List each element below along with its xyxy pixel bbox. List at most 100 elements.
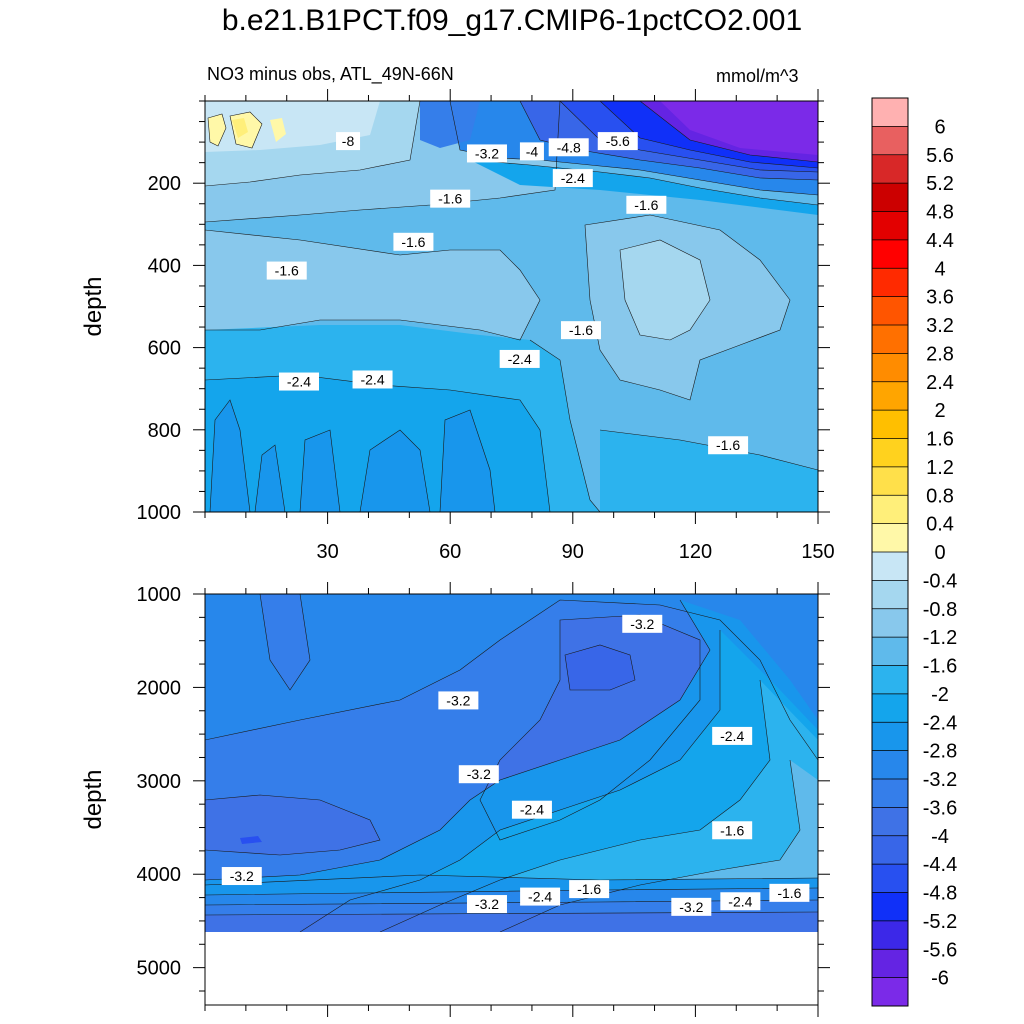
colorbar-label: 2 xyxy=(934,400,945,422)
colorbar-swatch xyxy=(872,239,908,269)
bottom-panel-frame xyxy=(204,593,819,1006)
colorbar: 6 5.6 5.2 4.8 4.4 4 3.6 3.2 2.8 2.4 2 1.6 1.2 0.8 0.4 0… xyxy=(871,97,957,1007)
colorbar-label: 0 xyxy=(934,542,945,564)
chart-title: b.e21.B1PCT.f09_g17.CMIP6-1pctCO2.001 xyxy=(221,4,803,37)
svg-text:-2.4: -2.4 xyxy=(520,802,544,818)
contour-label: -2.4 xyxy=(712,726,753,745)
svg-text:-1.6: -1.6 xyxy=(716,437,740,453)
colorbar-swatch xyxy=(872,750,908,780)
contour-label: -2.4 xyxy=(278,372,319,391)
colorbar-swatch xyxy=(872,154,908,184)
svg-text:-2.4: -2.4 xyxy=(720,728,744,744)
svg-text:-4.8: -4.8 xyxy=(557,139,581,155)
units-label: mmol/m^3 xyxy=(716,66,799,86)
svg-text:-3.2: -3.2 xyxy=(679,899,703,915)
contour-label: -5.6 xyxy=(597,132,638,151)
colorbar-swatch xyxy=(872,438,908,468)
y-axis-label: depth xyxy=(80,769,107,829)
colorbar-label: 1.6 xyxy=(926,429,954,451)
colorbar-swatch xyxy=(872,410,908,439)
contour-labels: -8 -3.2 -4 -4.8 -5.6 -2.4 -1.6 -1.6 -1.6 -1.6 -1.6… xyxy=(221,132,810,916)
svg-text:-3.2: -3.2 xyxy=(467,766,491,782)
colorbar-swatch xyxy=(872,665,908,695)
chart-subtitle: NO3 minus obs, ATL_49N-66N xyxy=(207,64,454,84)
y-tick-label: 200 xyxy=(148,173,181,195)
colorbar-swatch xyxy=(872,864,908,893)
colorbar-label: -2.4 xyxy=(923,712,957,734)
colorbar-swatch xyxy=(872,268,908,298)
colorbar-label: -2 xyxy=(931,684,949,706)
svg-text:-3.2: -3.2 xyxy=(446,692,470,708)
contour-label: -1.6 xyxy=(569,880,610,899)
x-tick-label: 90 xyxy=(562,541,584,563)
colorbar-label: -1.6 xyxy=(923,656,957,678)
colorbar-swatch xyxy=(872,381,908,411)
colorbar-swatch xyxy=(872,977,908,1007)
colorbar-label: -2.8 xyxy=(923,741,957,763)
contour-label: -1.6 xyxy=(430,189,471,208)
contour-label: -3.2 xyxy=(622,614,663,633)
colorbar-label: -1.2 xyxy=(923,627,957,649)
svg-text:-1.6: -1.6 xyxy=(720,822,744,838)
svg-text:-1.6: -1.6 xyxy=(438,191,462,207)
y-tick-label: 1000 xyxy=(137,502,182,524)
colorbar-label: 4 xyxy=(934,258,945,280)
y-tick-label: 2000 xyxy=(137,677,182,699)
y-tick-label: 600 xyxy=(148,338,181,360)
contour-label: -8 xyxy=(336,132,361,151)
colorbar-swatch xyxy=(872,126,908,156)
contour-label: -2.4 xyxy=(520,887,561,906)
colorbar-label: -6 xyxy=(931,968,949,990)
colorbar-swatch xyxy=(872,211,908,241)
colorbar-swatch xyxy=(872,98,908,127)
svg-text:-1.6: -1.6 xyxy=(401,234,425,250)
colorbar-swatch xyxy=(872,949,908,979)
svg-text:-1.6: -1.6 xyxy=(569,322,593,338)
colorbar-label: 0.4 xyxy=(926,514,954,536)
svg-text:-3.2: -3.2 xyxy=(230,868,254,884)
x-tick-label: 120 xyxy=(679,541,712,563)
contour-label: -2.4 xyxy=(552,169,593,188)
contour-label: -1.6 xyxy=(712,821,753,840)
colorbar-swatch xyxy=(872,892,908,922)
contour-label: -3.2 xyxy=(671,897,712,916)
svg-text:-3.2: -3.2 xyxy=(475,896,499,912)
colorbar-label: -4.4 xyxy=(923,854,957,876)
colorbar-label: -3.6 xyxy=(923,797,957,819)
svg-text:-1.6: -1.6 xyxy=(634,197,658,213)
colorbar-label: -0.4 xyxy=(923,570,957,592)
colorbar-label: 1.2 xyxy=(926,457,954,479)
svg-text:-8: -8 xyxy=(342,133,355,149)
colorbar-label: 2.4 xyxy=(926,372,954,394)
y-tick-label: 400 xyxy=(148,255,181,277)
colorbar-swatch xyxy=(872,325,908,354)
y-tick-label: 5000 xyxy=(137,958,182,980)
contour-label: -3.2 xyxy=(438,691,479,710)
contour-label: -4 xyxy=(519,142,544,161)
contour-label: -3.2 xyxy=(458,765,499,784)
colorbar-label: 5.2 xyxy=(926,173,954,195)
svg-text:-3.2: -3.2 xyxy=(630,616,654,632)
colorbar-label: 0.8 xyxy=(926,485,954,507)
svg-text:-5.6: -5.6 xyxy=(606,133,630,149)
colorbar-swatch xyxy=(872,353,908,383)
colorbar-swatch xyxy=(872,580,908,610)
contour-label: -2.4 xyxy=(511,800,552,819)
colorbar-swatch xyxy=(872,495,908,525)
contour-label: -1.6 xyxy=(560,321,601,340)
colorbar-label: -5.6 xyxy=(923,939,957,961)
colorbar-label: 6 xyxy=(934,116,945,138)
top-panel-field xyxy=(205,101,818,512)
colorbar-swatch xyxy=(872,552,908,581)
colorbar-swatch xyxy=(872,183,908,212)
x-tick-label: 30 xyxy=(316,541,338,563)
svg-text:-2.4: -2.4 xyxy=(508,351,532,367)
y-tick-label: 4000 xyxy=(137,864,182,886)
colorbar-label: 3.2 xyxy=(926,315,954,337)
svg-text:-1.6: -1.6 xyxy=(275,263,299,279)
x-tick-label: 60 xyxy=(439,541,461,563)
svg-text:-2.4: -2.4 xyxy=(561,170,585,186)
colorbar-swatch xyxy=(872,779,908,808)
contour-label: -4.8 xyxy=(548,138,589,157)
svg-text:-2.4: -2.4 xyxy=(528,889,552,905)
